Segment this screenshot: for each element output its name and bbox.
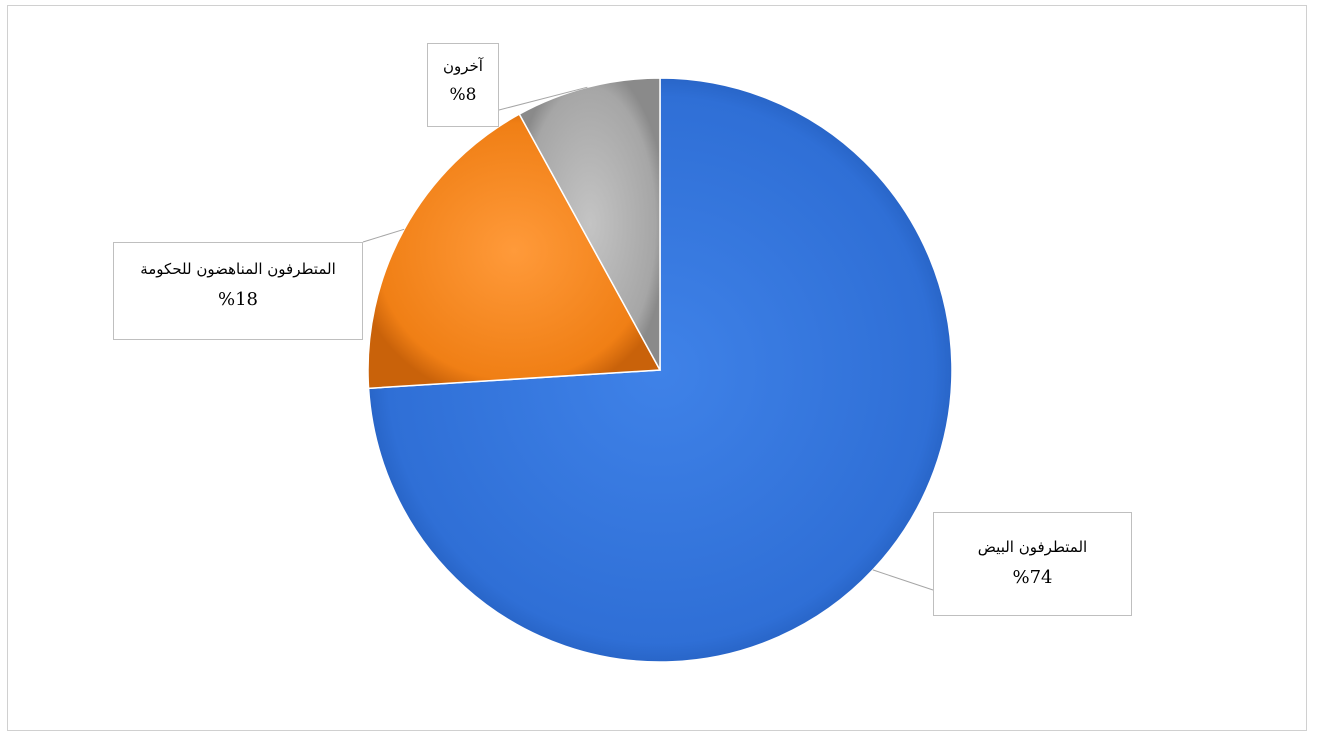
data-label-name: المتطرفون البيض <box>977 538 1088 556</box>
data-label-value: %74 <box>1012 567 1053 588</box>
pie-slices <box>367 77 953 663</box>
data-label-name: آخرون <box>443 57 483 75</box>
data-label-anti-government-extremists: المتطرفون المناهضون للحكومة %18 <box>113 242 363 340</box>
data-label-value: %18 <box>217 289 258 310</box>
leader-line-white-extremists <box>872 569 934 591</box>
leader-lines <box>362 86 934 591</box>
data-label-value: %8 <box>449 85 477 105</box>
leader-line-others <box>498 86 588 111</box>
data-label-name: المتطرفون المناهضون للحكومة <box>140 260 336 278</box>
leader-line-anti-government-extremists <box>362 228 405 243</box>
data-label-white-extremists: المتطرفون البيض %74 <box>933 512 1132 616</box>
data-label-others: آخرون %8 <box>427 43 499 127</box>
